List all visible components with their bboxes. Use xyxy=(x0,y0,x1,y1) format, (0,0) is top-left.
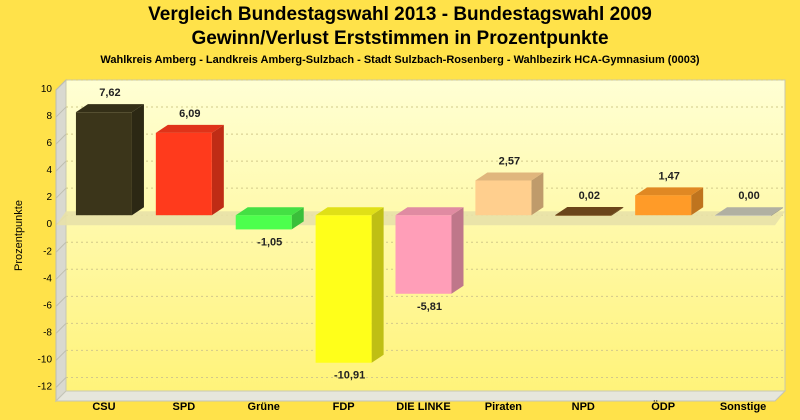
bar-top-sonstige xyxy=(715,207,784,216)
bar-side-fdp xyxy=(371,207,384,363)
bar-top-die-linke xyxy=(395,207,464,216)
grid-line-wall xyxy=(55,377,67,388)
data-label: -10,91 xyxy=(334,370,365,382)
x-tick-label: CSU xyxy=(92,401,115,413)
x-tick-label: DIE LINKE xyxy=(396,401,450,413)
data-label: 0,02 xyxy=(579,190,600,202)
bar xyxy=(235,215,292,230)
x-tick-label: Piraten xyxy=(485,401,523,413)
bar-side-sonstige xyxy=(771,207,784,217)
y-axis-label: Prozentpunkte xyxy=(13,200,25,271)
bar xyxy=(75,112,132,216)
y-tick-label: 2 xyxy=(46,192,52,203)
bar xyxy=(475,180,532,216)
bar-side-csu xyxy=(131,104,144,216)
grid-line-wall xyxy=(55,241,67,253)
bar-side-ödp xyxy=(691,187,704,216)
grid-line-wall xyxy=(55,268,67,280)
y-tick-label: 0 xyxy=(46,219,52,230)
bar-side-piraten xyxy=(531,172,544,216)
y-tick-label: -6 xyxy=(43,300,52,311)
grid-line-wall xyxy=(55,323,67,334)
grid-line-wall xyxy=(55,106,67,118)
data-label: 0,00 xyxy=(738,190,759,202)
grid-line-wall xyxy=(55,160,67,172)
x-tick-label: ÖDP xyxy=(651,400,675,413)
data-label: -5,81 xyxy=(417,301,442,313)
bar-top-piraten xyxy=(475,172,544,181)
data-label: 2,57 xyxy=(499,155,520,167)
chart-subtitle: Gewinn/Verlust Erststimmen in Prozentpun… xyxy=(191,28,609,49)
y-tick-label: -4 xyxy=(43,273,52,284)
x-tick-label: Grüne xyxy=(248,401,280,413)
bar-top-fdp xyxy=(315,207,384,216)
chart-title: Vergleich Bundestagswahl 2013 - Bundesta… xyxy=(148,4,652,25)
x-tick-label: SPD xyxy=(173,401,196,413)
x-tick-label: NPD xyxy=(572,401,595,413)
bar-top-spd xyxy=(155,124,224,133)
bar xyxy=(155,132,212,216)
bar xyxy=(315,215,372,363)
grid-line-wall xyxy=(55,79,67,91)
y-tick-label: 8 xyxy=(46,111,52,122)
data-label: 6,09 xyxy=(179,108,200,120)
bar xyxy=(635,195,692,216)
x-tick-label: FDP xyxy=(333,401,355,413)
y-tick-label: -2 xyxy=(43,246,52,257)
y-tick-label: -8 xyxy=(43,327,52,338)
y-tick-label: -12 xyxy=(38,381,53,392)
bar xyxy=(555,214,612,216)
grid-line-wall xyxy=(55,187,67,199)
x-tick-label: Sonstige xyxy=(720,401,766,413)
y-tick-label: 4 xyxy=(46,165,52,176)
grid-line-wall xyxy=(55,295,67,307)
data-label: -1,05 xyxy=(257,236,282,248)
bar-top-csu xyxy=(75,104,144,113)
bar-top-ödp xyxy=(635,187,704,196)
bar-side-spd xyxy=(211,124,224,216)
plot-floor xyxy=(54,390,787,402)
data-label: 7,62 xyxy=(99,87,120,99)
y-tick-label: 6 xyxy=(46,138,52,149)
plot-left-wall xyxy=(55,78,67,403)
bar xyxy=(715,215,772,217)
chart-caption: Wahlkreis Amberg - Landkreis Amberg-Sulz… xyxy=(100,54,700,66)
bar-top-grüne xyxy=(235,207,304,216)
bar-side-npd xyxy=(611,206,624,216)
y-tick-label: 10 xyxy=(41,84,53,95)
bar-side-die-linke xyxy=(451,207,464,294)
grid-line-wall xyxy=(55,350,67,361)
y-tick-label: -10 xyxy=(38,354,53,365)
bar-top-npd xyxy=(555,206,624,215)
bar-side-grüne xyxy=(291,207,304,230)
bar xyxy=(395,215,452,294)
data-label: 1,47 xyxy=(658,170,679,182)
grid-line-wall xyxy=(55,133,67,145)
